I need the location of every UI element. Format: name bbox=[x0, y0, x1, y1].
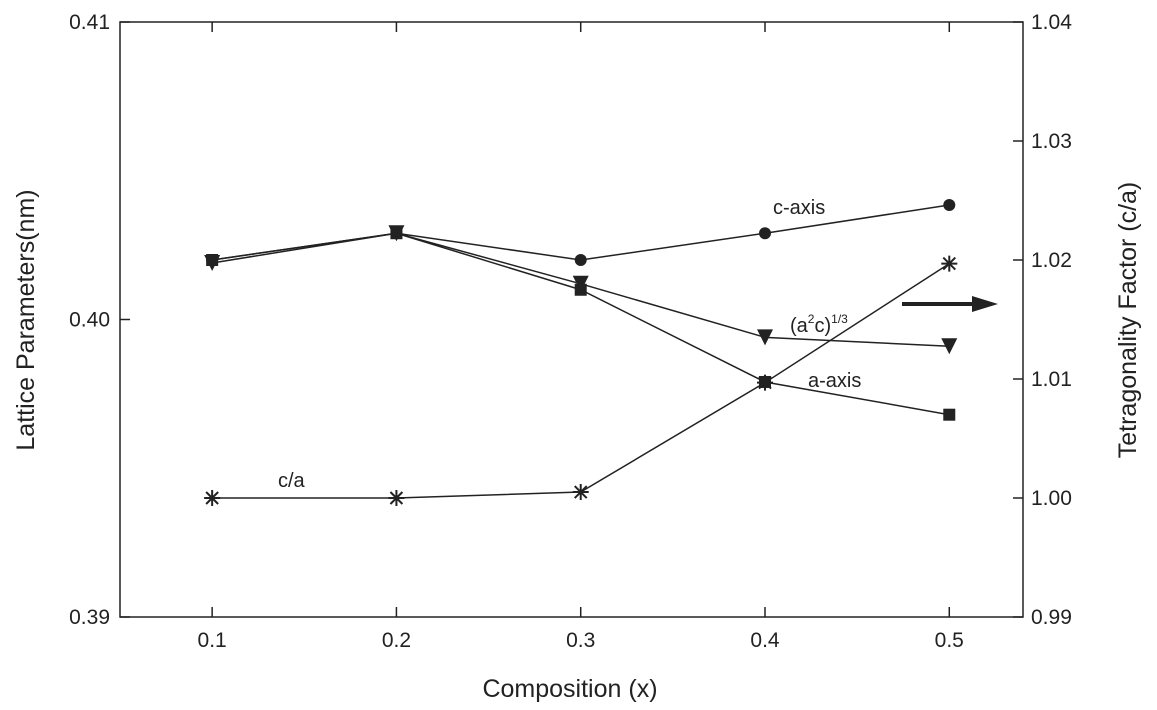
y-axis-label: Lattice Parameters(nm) bbox=[12, 189, 40, 450]
y2-axis-label: Tetragonality Factor (c/a) bbox=[1114, 182, 1142, 459]
direction-arrow bbox=[902, 296, 998, 312]
point bbox=[573, 484, 589, 500]
point bbox=[757, 375, 773, 391]
series-annotation: c/a bbox=[278, 470, 306, 492]
y-tick-label: 0.41 bbox=[69, 11, 110, 34]
series-annotation: a-axis bbox=[808, 370, 861, 392]
y2-tick-label: 0.99 bbox=[1031, 606, 1072, 629]
point bbox=[759, 227, 771, 239]
point bbox=[204, 490, 220, 506]
point bbox=[388, 490, 404, 506]
x-tick-label: 0.5 bbox=[935, 629, 964, 652]
point bbox=[943, 409, 955, 421]
series-annotation: (a2c)1/3 bbox=[790, 312, 848, 337]
y2-tick-label: 1.00 bbox=[1031, 487, 1072, 510]
annotation-part: c) bbox=[814, 315, 831, 337]
point bbox=[941, 256, 957, 272]
chart: Composition (x) Lattice Parameters(nm) T… bbox=[0, 0, 1157, 705]
x-tick-label: 0.3 bbox=[566, 629, 595, 652]
annotation-part: 1/3 bbox=[831, 312, 848, 326]
y2-tick-label: 1.02 bbox=[1031, 249, 1072, 272]
x-tick-label: 0.4 bbox=[750, 629, 780, 652]
point bbox=[575, 254, 587, 266]
y2-tick-label: 1.01 bbox=[1031, 368, 1072, 391]
series-annotation: c-axis bbox=[773, 197, 825, 219]
x-axis-label: Composition (x) bbox=[482, 675, 657, 703]
y2-tick-label: 1.04 bbox=[1031, 11, 1072, 34]
y-tick-label: 0.39 bbox=[69, 606, 110, 629]
x-tick-label: 0.2 bbox=[382, 629, 411, 652]
series-line bbox=[212, 205, 949, 260]
x-tick-label: 0.1 bbox=[198, 629, 227, 652]
point bbox=[943, 199, 955, 211]
plot-frame bbox=[120, 22, 1023, 617]
y-tick-label: 0.40 bbox=[69, 309, 110, 332]
y2-tick-label: 1.03 bbox=[1031, 130, 1072, 153]
annotation-part: (a bbox=[790, 315, 809, 337]
